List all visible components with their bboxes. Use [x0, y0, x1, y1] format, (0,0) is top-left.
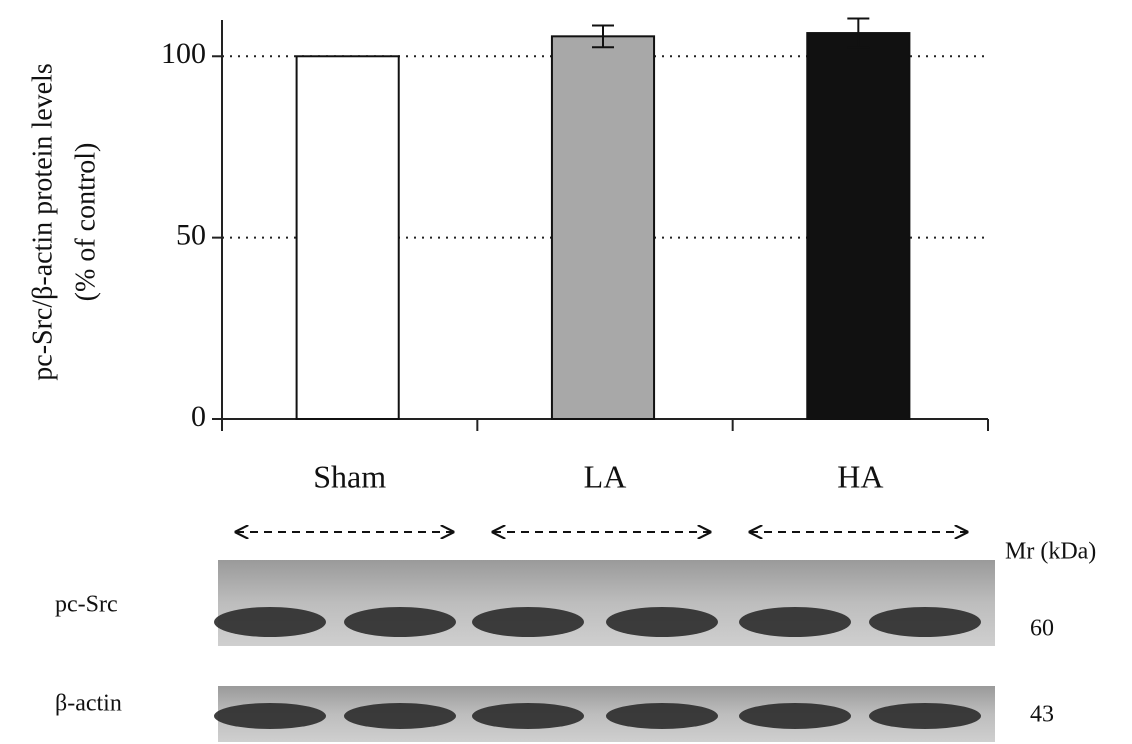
- blot-strip: [218, 560, 995, 646]
- figure: pc-Src/β-actin protein levels (% of cont…: [0, 0, 1132, 744]
- blot-row-label: pc-Src: [55, 592, 118, 618]
- blot-band: [869, 703, 981, 729]
- blot-band: [739, 703, 851, 729]
- blot-mr: 43: [1030, 702, 1054, 728]
- blot-band: [606, 607, 718, 637]
- bar: [297, 56, 399, 419]
- blot-band: [344, 607, 456, 637]
- western-blot: Mr (kDa) pc-Src 60 β-actin 43: [55, 532, 1096, 742]
- x-tick-label: HA: [837, 458, 883, 494]
- y-tick-label: 50: [176, 219, 206, 252]
- y-axis-title: (% of control): [70, 143, 101, 302]
- blot-band: [472, 703, 584, 729]
- y-tick-label: 0: [191, 400, 206, 433]
- x-tick-label: Sham: [313, 458, 386, 494]
- bar: [552, 36, 654, 419]
- mr-header: Mr (kDa): [1005, 539, 1096, 565]
- y-axis-title: pc-Src/β-actin protein levels: [27, 63, 58, 380]
- blot-band: [344, 703, 456, 729]
- blot-band: [214, 607, 326, 637]
- plot-area: 0 50 100 Sham LA HA: [161, 19, 988, 495]
- blot-band: [606, 703, 718, 729]
- blot-row-label: β-actin: [55, 691, 122, 717]
- blot-band: [869, 607, 981, 637]
- y-tick-label: 100: [161, 37, 206, 70]
- blot-mr: 60: [1030, 616, 1054, 642]
- bar: [807, 33, 909, 419]
- blot-band: [739, 607, 851, 637]
- x-tick-label: LA: [584, 458, 627, 494]
- blot-band: [214, 703, 326, 729]
- blot-band: [472, 607, 584, 637]
